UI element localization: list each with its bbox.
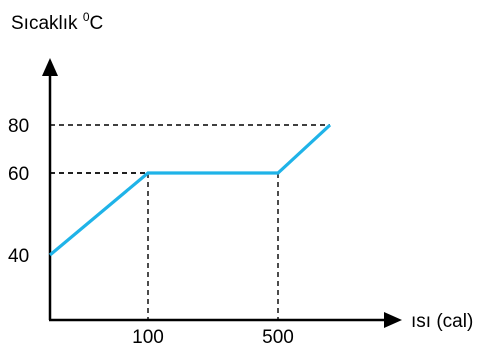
y-axis-arrow: [42, 58, 58, 76]
y-axis-label-unit: C: [90, 13, 104, 34]
y-tick-80: 80: [8, 116, 29, 137]
axes: [42, 58, 402, 328]
x-tick-500: 500: [262, 327, 294, 347]
x-tick-labels: 100 500: [132, 327, 294, 347]
x-tick-100: 100: [132, 327, 164, 347]
x-axis-arrow: [384, 312, 402, 328]
x-axis-label: ısı (cal): [411, 311, 473, 332]
y-tick-40: 40: [8, 246, 29, 267]
y-axis-label-main: Sıcaklık: [11, 13, 83, 34]
y-axis-label-sup: 0: [83, 10, 90, 24]
guide-lines: [50, 124, 330, 320]
y-axis-label: Sıcaklık 0C: [11, 10, 103, 34]
y-tick-60: 60: [8, 164, 29, 185]
y-tick-labels: 40 60 80: [8, 116, 29, 267]
series-line-0: [48, 123, 332, 257]
series-group: [48, 123, 332, 257]
